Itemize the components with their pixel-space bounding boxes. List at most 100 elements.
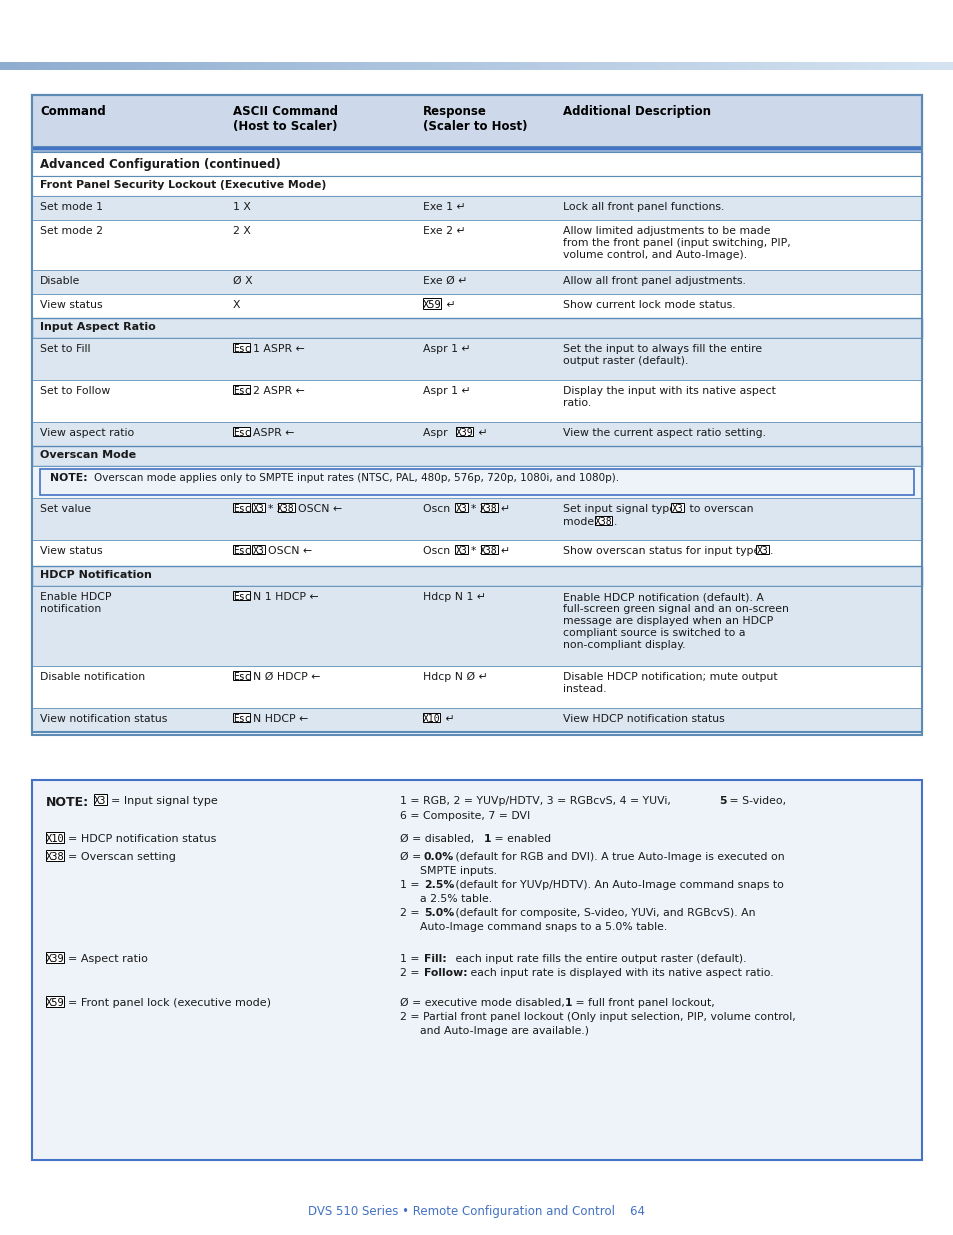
Bar [172,62,175,70]
Text: NOTE:: NOTE: [50,473,88,483]
Bar [480,545,497,555]
Bar [820,62,823,70]
Bar [550,62,554,70]
Bar [429,62,433,70]
Bar [758,62,761,70]
Bar [810,62,814,70]
Bar [462,62,466,70]
Bar [874,62,878,70]
Text: Esc: Esc [233,714,250,724]
Bar [355,62,358,70]
Bar [879,62,882,70]
Bar [46,851,64,861]
Text: HDCP Notification: HDCP Notification [40,571,152,580]
Bar [40,469,913,495]
Bar [32,95,921,735]
Bar [312,62,315,70]
Bar [226,62,230,70]
Text: 2 = Partial front panel lockout (Only input selection, PIP, volume control,: 2 = Partial front panel lockout (Only in… [399,1011,795,1023]
Bar [262,62,266,70]
Bar [402,62,406,70]
Bar [843,62,847,70]
Text: each input rate is displayed with its native aspect ratio.: each input rate is displayed with its na… [467,968,773,978]
Bar [655,62,659,70]
Bar [639,62,642,70]
Bar [253,62,256,70]
Text: SMPTE inputs.: SMPTE inputs. [419,866,497,876]
Text: .: . [614,517,617,527]
Text: Allow limited adjustments to be made: Allow limited adjustments to be made [562,226,770,236]
Text: X59: X59 [422,300,441,310]
Text: Hdcp N Ø ↵: Hdcp N Ø ↵ [422,672,487,682]
Bar [583,62,587,70]
Text: X3: X3 [455,504,467,514]
Bar [591,62,595,70]
Bar [559,62,563,70]
Bar [945,62,949,70]
Bar [257,62,261,70]
Bar [607,62,611,70]
Text: N 1 HDCP ←: N 1 HDCP ← [253,592,318,601]
Bar [310,62,314,70]
Bar [97,62,101,70]
Bar [480,503,497,513]
Bar [145,62,149,70]
Bar [853,62,857,70]
Bar [572,62,576,70]
Text: ↵: ↵ [475,429,487,438]
Bar [456,426,473,436]
Bar [618,62,620,70]
Bar [103,62,106,70]
Bar [73,62,77,70]
Bar [32,152,921,177]
Bar [464,62,468,70]
Bar [715,62,719,70]
Text: Aspr 1 ↵: Aspr 1 ↵ [422,345,470,354]
Bar [767,62,771,70]
Bar [200,62,204,70]
Bar [481,62,485,70]
Text: DVS 510 Series • Remote Configuration and Control    64: DVS 510 Series • Remote Configuration an… [308,1205,645,1218]
Bar [32,585,921,666]
Bar [595,515,612,525]
Text: Set mode 1: Set mode 1 [40,203,103,212]
Bar [188,62,192,70]
Bar [760,62,763,70]
Bar [233,671,250,680]
Bar [250,62,253,70]
Text: Enable HDCP: Enable HDCP [40,592,112,601]
Text: Allow all front panel adjustments.: Allow all front panel adjustments. [562,275,745,287]
Bar [193,62,196,70]
Bar [345,62,349,70]
Bar [845,62,849,70]
Bar [32,317,921,338]
Bar [931,62,935,70]
Bar [334,62,337,70]
Text: = S-video,: = S-video, [725,797,785,806]
Bar [208,62,211,70]
Bar [248,62,252,70]
Bar [455,503,467,513]
Bar [233,713,250,722]
Text: Esc: Esc [233,672,250,682]
Bar [32,781,921,1160]
Bar [707,62,711,70]
Bar [46,952,64,963]
Text: = Input signal type: = Input signal type [112,797,218,806]
Text: volume control, and Auto-Image).: volume control, and Auto-Image). [562,249,746,261]
Bar [229,62,233,70]
Text: = Aspect ratio: = Aspect ratio [68,953,148,965]
Text: Set input signal type: Set input signal type [562,504,679,514]
Bar [291,62,294,70]
Bar [398,62,401,70]
Text: Esc: Esc [233,427,250,438]
Bar [32,446,921,466]
Text: X38: X38 [594,517,612,527]
Bar [796,62,800,70]
Bar [122,62,125,70]
Text: Set value: Set value [40,504,91,514]
Bar [32,220,921,270]
Bar [922,62,925,70]
Bar [831,62,835,70]
Bar [400,62,404,70]
